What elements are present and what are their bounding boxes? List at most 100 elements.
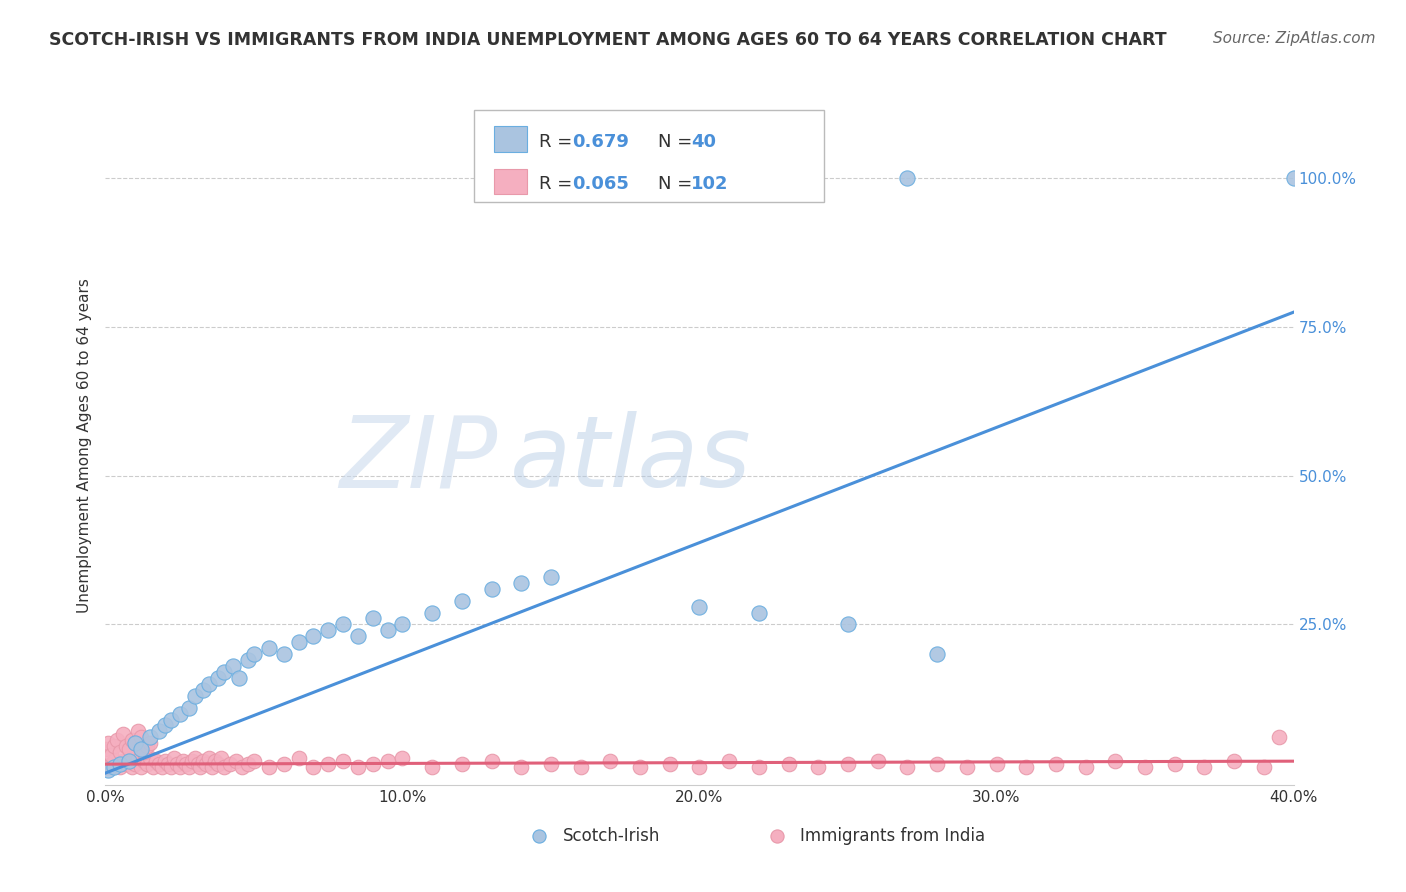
Point — [287, 751, 309, 765]
Point — [150, 760, 173, 774]
Point — [222, 659, 245, 673]
Point — [302, 629, 325, 643]
Point — [148, 724, 170, 739]
Point — [628, 760, 651, 774]
Point — [1178, 811, 1201, 825]
Point — [866, 754, 889, 768]
Point — [1267, 731, 1289, 745]
Point — [361, 757, 384, 772]
Point — [136, 757, 159, 772]
Point — [243, 647, 266, 661]
Point — [124, 757, 146, 772]
Point — [124, 736, 146, 750]
Point — [316, 757, 339, 772]
Text: 102: 102 — [692, 175, 728, 193]
Point — [105, 733, 128, 747]
Point — [347, 760, 370, 774]
Point — [1133, 760, 1156, 774]
Point — [198, 751, 221, 765]
Point — [177, 760, 200, 774]
Point — [121, 733, 143, 747]
Point — [896, 171, 918, 186]
Point — [183, 751, 205, 765]
Text: 0.065: 0.065 — [572, 175, 630, 193]
Point — [896, 760, 918, 774]
Point — [927, 647, 949, 661]
Point — [599, 754, 621, 768]
Point — [177, 700, 200, 714]
Point — [302, 760, 325, 774]
Point — [139, 736, 162, 750]
Point — [129, 731, 152, 745]
Point — [236, 757, 259, 772]
Point — [273, 647, 295, 661]
Point — [97, 760, 120, 774]
Point — [807, 760, 830, 774]
Point — [231, 760, 253, 774]
Point — [377, 754, 399, 768]
Point — [214, 665, 236, 679]
Text: SCOTCH-IRISH VS IMMIGRANTS FROM INDIA UNEMPLOYMENT AMONG AGES 60 TO 64 YEARS COR: SCOTCH-IRISH VS IMMIGRANTS FROM INDIA UN… — [49, 31, 1167, 49]
Point — [207, 757, 229, 772]
Point — [136, 739, 159, 754]
Point — [118, 754, 141, 768]
Point — [124, 736, 146, 750]
Text: atlas: atlas — [509, 411, 751, 508]
Point — [127, 751, 149, 765]
Point — [166, 757, 188, 772]
Point — [986, 757, 1008, 772]
Point — [159, 713, 181, 727]
Text: Immigrants from India: Immigrants from India — [800, 827, 986, 845]
Point — [193, 682, 215, 697]
Point — [112, 727, 135, 741]
Point — [1104, 754, 1126, 768]
Point — [100, 748, 122, 763]
Point — [190, 760, 212, 774]
Point — [1282, 171, 1305, 186]
Point — [540, 570, 562, 584]
Point — [145, 754, 167, 768]
Point — [316, 624, 339, 638]
Text: 0.679: 0.679 — [572, 133, 630, 151]
Point — [201, 760, 224, 774]
Point — [195, 757, 218, 772]
Point — [214, 760, 236, 774]
Point — [110, 745, 132, 759]
Point — [450, 593, 472, 607]
Text: ZIP: ZIP — [339, 411, 498, 508]
Point — [540, 757, 562, 772]
Point — [510, 575, 533, 590]
Point — [169, 760, 191, 774]
Point — [481, 754, 503, 768]
Point — [420, 760, 443, 774]
Point — [115, 739, 138, 754]
Point — [228, 671, 250, 685]
Point — [956, 760, 979, 774]
Bar — [494, 169, 527, 194]
Point — [118, 742, 141, 756]
Point — [1045, 757, 1067, 772]
Point — [332, 754, 354, 768]
Point — [94, 760, 117, 774]
Point — [1074, 760, 1097, 774]
Point — [148, 757, 170, 772]
Point — [105, 757, 128, 772]
Point — [332, 617, 354, 632]
Point — [927, 757, 949, 772]
Text: N =: N = — [658, 175, 697, 193]
Point — [689, 599, 711, 614]
Text: R =: R = — [538, 133, 578, 151]
Point — [257, 760, 280, 774]
Point — [225, 754, 247, 768]
Point — [204, 754, 226, 768]
Point — [658, 757, 681, 772]
Point — [1253, 760, 1275, 774]
Point — [420, 606, 443, 620]
Point — [837, 617, 859, 632]
Text: N =: N = — [658, 133, 697, 151]
Point — [159, 760, 181, 774]
Point — [186, 757, 208, 772]
Point — [1164, 757, 1187, 772]
Point — [236, 653, 259, 667]
Point — [391, 751, 413, 765]
